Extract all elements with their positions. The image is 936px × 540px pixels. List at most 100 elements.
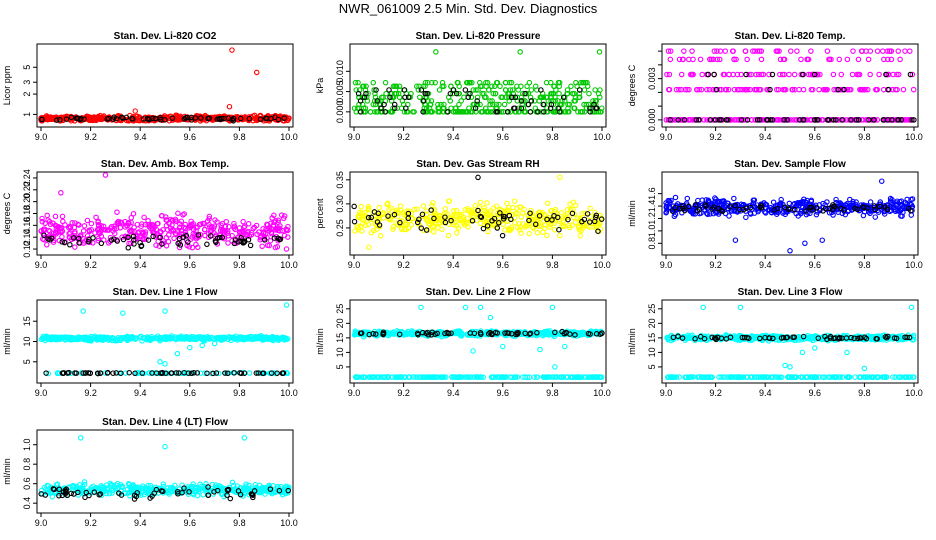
- outlier-point: [199, 342, 205, 349]
- data-point-selected: [811, 117, 818, 123]
- data-point-all: [376, 204, 382, 211]
- plot-frame: [661, 299, 919, 384]
- data-point-all: [716, 86, 723, 93]
- data-point-all: [548, 90, 554, 97]
- data-point-all: [267, 220, 274, 227]
- x-tick-label: 10.0: [280, 132, 298, 142]
- data-point-all: [722, 48, 728, 54]
- data-point-all: [190, 335, 196, 342]
- y-tick-label: 5: [22, 359, 32, 364]
- data-point-selected: [692, 201, 699, 208]
- data-point-all: [383, 90, 389, 97]
- data-point-all: [452, 213, 458, 219]
- data-point-selected: [518, 98, 525, 104]
- data-point-all: [550, 101, 557, 108]
- data-point-selected: [363, 90, 369, 97]
- data-point-all: [895, 48, 901, 54]
- data-point-all: [597, 94, 603, 101]
- data-point-all: [704, 211, 711, 218]
- data-point-all: [540, 229, 546, 236]
- data-point-all: [579, 329, 585, 336]
- data-point-all: [499, 94, 506, 101]
- data-point-all: [579, 210, 585, 217]
- data-point-all: [791, 117, 797, 123]
- data-point-baseline: [589, 374, 595, 380]
- data-point-all: [795, 200, 801, 206]
- y-tick-label: 10: [335, 347, 345, 357]
- data-point-selected: [527, 210, 533, 216]
- outlier-point: [596, 49, 603, 55]
- data-point-all: [791, 71, 798, 78]
- data-point-all: [483, 94, 489, 101]
- data-point-all: [206, 216, 212, 222]
- data-point-selected: [505, 330, 512, 337]
- data-point-all: [514, 210, 520, 216]
- data-point-selected: [188, 370, 195, 377]
- data-points: [351, 174, 605, 250]
- data-point-all: [377, 233, 384, 239]
- data-point-all: [175, 210, 181, 217]
- data-point-all: [76, 222, 82, 228]
- data-points: [38, 302, 291, 377]
- data-point-all: [682, 86, 689, 93]
- y-tick-label: 1.6: [647, 187, 657, 200]
- data-point-all: [674, 204, 680, 211]
- data-point-baseline: [549, 374, 555, 380]
- data-point-all: [673, 86, 680, 93]
- data-point-all: [514, 94, 521, 101]
- x-tick-label: 9.2: [709, 260, 722, 270]
- data-point-all: [435, 101, 441, 108]
- data-point-all: [867, 48, 874, 54]
- data-point-all: [86, 227, 92, 233]
- data-point-all: [762, 210, 769, 216]
- data-point-all: [663, 204, 670, 211]
- data-point-all: [63, 334, 69, 341]
- data-point-all: [688, 71, 695, 78]
- y-tick-label: 20: [335, 318, 345, 328]
- data-point-selected: [150, 233, 156, 240]
- data-point-all: [735, 86, 741, 93]
- data-point-all: [431, 212, 437, 219]
- data-point-selected: [373, 87, 379, 93]
- data-point-all: [555, 79, 562, 86]
- data-point-all: [793, 117, 800, 123]
- outlier-point: [162, 308, 168, 314]
- x-tick-label: 9.6: [809, 260, 822, 270]
- data-point-baseline: [690, 374, 697, 380]
- data-point-selected: [41, 232, 47, 239]
- data-point-baseline: [473, 374, 480, 380]
- data-point-selected: [373, 331, 379, 337]
- data-point-all: [665, 48, 672, 54]
- data-point-selected: [801, 117, 807, 123]
- data-point-all: [395, 90, 402, 97]
- data-point-selected: [694, 208, 701, 214]
- data-point-selected: [181, 116, 188, 122]
- data-point-selected: [669, 208, 676, 214]
- data-point-selected: [77, 116, 83, 123]
- data-point-all: [200, 220, 206, 227]
- data-point-all: [833, 196, 839, 203]
- data-point-all: [704, 86, 710, 93]
- y-axis-label: degrees C: [2, 192, 12, 234]
- data-point-all: [844, 86, 851, 93]
- data-point-all: [828, 56, 834, 63]
- data-point-selected: [445, 109, 451, 115]
- data-point-all: [477, 220, 484, 227]
- data-point-selected: [95, 370, 101, 377]
- data-point-all: [474, 94, 481, 101]
- data-point-all: [817, 71, 823, 78]
- data-point-all: [352, 79, 359, 86]
- data-point-all: [189, 244, 196, 251]
- data-point-baseline: [382, 374, 388, 380]
- data-point-all: [847, 196, 853, 203]
- outlier-point: [802, 240, 808, 247]
- data-point-all: [117, 225, 124, 231]
- data-point-all: [754, 86, 760, 93]
- data-point-all: [174, 229, 181, 235]
- data-point-all: [780, 86, 786, 93]
- data-point-all: [714, 48, 720, 54]
- data-point-selected: [434, 330, 440, 337]
- data-point-selected: [108, 237, 115, 243]
- data-point-all: [522, 98, 528, 104]
- data-point-all: [165, 334, 171, 341]
